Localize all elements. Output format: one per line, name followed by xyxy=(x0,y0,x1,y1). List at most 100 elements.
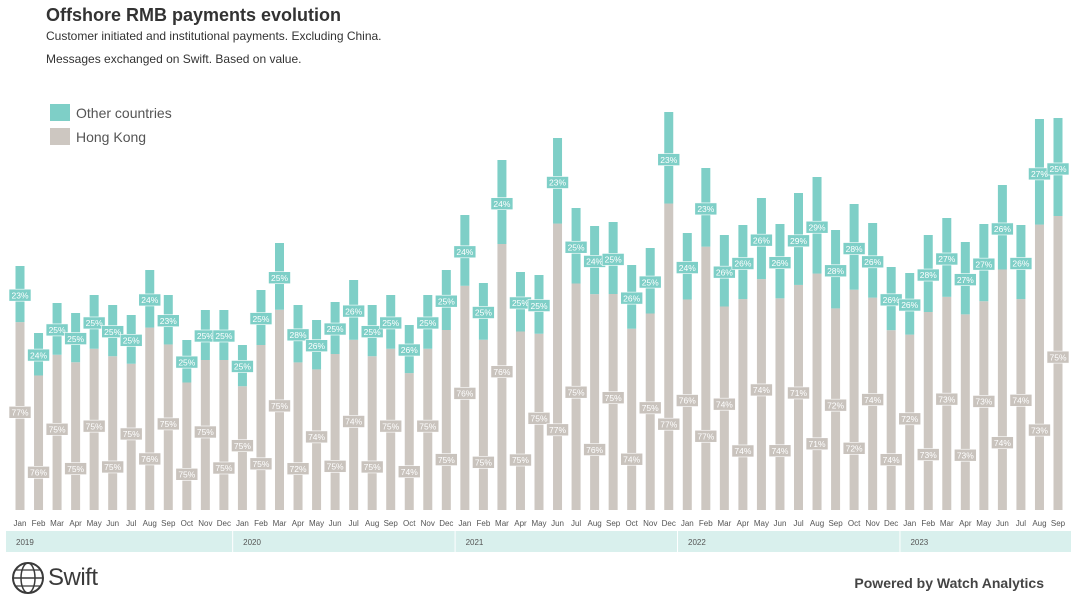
data-label-box-hk xyxy=(490,365,514,378)
data-label-hk: 75% xyxy=(512,455,529,465)
x-tick-label: Aug xyxy=(1032,519,1046,528)
data-label-other: 24% xyxy=(493,199,510,209)
data-label-box-hk xyxy=(305,430,328,444)
data-label-other: 28% xyxy=(920,270,937,280)
data-label-other: 23% xyxy=(697,204,714,214)
data-label-box-other xyxy=(527,299,551,312)
data-label-hk: 74% xyxy=(994,438,1011,448)
data-label-hk: 75% xyxy=(364,462,381,472)
data-label-box-hk xyxy=(323,460,347,473)
data-label-other: 29% xyxy=(790,236,807,246)
data-label-box-hk xyxy=(972,395,996,408)
data-label-box-other xyxy=(64,332,87,345)
data-label-other: 26% xyxy=(1012,259,1029,269)
data-label-other: 25% xyxy=(605,255,622,265)
data-label-hk: 72% xyxy=(827,400,844,410)
data-label-box-hk xyxy=(156,417,180,431)
data-label-other: 27% xyxy=(1031,169,1048,179)
data-label-hk: 74% xyxy=(401,467,418,477)
data-label-box-other xyxy=(379,316,403,330)
data-label-hk: 76% xyxy=(493,367,510,377)
x-tick-label: Apr xyxy=(959,519,972,528)
data-label-hk: 73% xyxy=(920,450,937,460)
data-label-other: 24% xyxy=(679,263,696,273)
bar-hong-kong xyxy=(478,339,488,510)
x-tick-label: Mar xyxy=(495,519,509,528)
data-label-box-hk xyxy=(82,419,106,433)
data-label-hk: 74% xyxy=(1012,396,1029,406)
data-label-box-hk xyxy=(509,453,532,467)
data-label-hk: 77% xyxy=(660,419,677,429)
data-label-hk: 75% xyxy=(252,459,269,469)
data-label-box-hk xyxy=(194,425,217,439)
data-label-box-other xyxy=(360,325,384,338)
x-tick-label: Apr xyxy=(292,519,305,528)
data-label-hk: 74% xyxy=(623,454,640,464)
powered-by: Powered by Watch Analytics xyxy=(854,575,1044,591)
data-label-other: 26% xyxy=(864,257,881,267)
data-label-other: 29% xyxy=(809,222,826,232)
data-label-hk: 73% xyxy=(957,450,974,460)
data-label-other: 26% xyxy=(716,267,733,277)
data-label-hk: 75% xyxy=(49,424,66,434)
data-label-box-hk xyxy=(1046,350,1070,364)
x-tick-label: Apr xyxy=(737,519,750,528)
data-label-box-other xyxy=(787,234,810,248)
bar-hong-kong xyxy=(775,298,785,510)
data-label-other: 25% xyxy=(642,277,659,287)
data-label-other: 25% xyxy=(49,325,66,335)
x-tick-label: May xyxy=(754,519,769,528)
data-label-box-hk xyxy=(416,419,440,433)
data-label-hk: 75% xyxy=(234,441,251,451)
year-label: 2020 xyxy=(243,538,261,547)
data-label-box-hk xyxy=(898,412,922,426)
x-tick-label: Aug xyxy=(810,519,824,528)
data-label-box-other xyxy=(750,233,773,247)
data-label-box-hk xyxy=(286,462,310,475)
x-tick-label: Jun xyxy=(774,519,787,528)
x-tick-label: Jan xyxy=(14,519,27,528)
x-tick-label: Jul xyxy=(1016,519,1026,528)
x-tick-label: Sep xyxy=(606,519,621,528)
x-tick-label: Feb xyxy=(476,519,490,528)
data-label-hk: 76% xyxy=(586,445,603,455)
data-label-hk: 74% xyxy=(883,455,900,465)
data-label-other: 28% xyxy=(290,330,307,340)
data-label-other: 23% xyxy=(160,316,177,326)
x-tick-label: Jul xyxy=(126,519,136,528)
x-tick-label: Jul xyxy=(571,519,581,528)
data-label-other: 26% xyxy=(883,295,900,305)
legend-label-other: Other countries xyxy=(76,104,172,121)
x-tick-label: Nov xyxy=(421,519,435,528)
data-label-hk: 71% xyxy=(790,388,807,398)
bar-hong-kong xyxy=(108,356,118,510)
data-label-box-hk xyxy=(750,383,773,397)
data-label-box-other xyxy=(972,257,996,271)
data-label-box-hk xyxy=(527,412,551,425)
data-label-box-hk xyxy=(564,385,588,399)
data-label-other: 25% xyxy=(475,308,492,318)
bar-hong-kong xyxy=(71,362,81,510)
data-label-box-hk xyxy=(546,423,569,437)
data-label-box-hk xyxy=(249,457,273,471)
x-tick-label: May xyxy=(309,519,324,528)
data-label-box-hk xyxy=(954,448,977,462)
bar-hong-kong xyxy=(293,362,303,510)
bar-hong-kong xyxy=(701,246,711,510)
data-label-other: 25% xyxy=(530,301,547,311)
data-label-box-other xyxy=(138,293,162,307)
bar-hong-kong xyxy=(664,203,674,511)
bar-hong-kong xyxy=(997,269,1007,510)
data-label-hk: 75% xyxy=(215,463,232,473)
x-tick-label: May xyxy=(531,519,546,528)
data-label-box-hk xyxy=(935,392,959,406)
x-tick-label: Mar xyxy=(273,519,287,528)
data-label-box-other xyxy=(472,306,495,319)
bar-hong-kong xyxy=(1034,224,1044,510)
data-label-box-hk xyxy=(397,465,421,478)
data-label-other: 26% xyxy=(345,306,362,316)
data-label-box-hk xyxy=(805,437,829,451)
data-label-box-hk xyxy=(879,453,903,466)
data-label-other: 25% xyxy=(382,318,399,328)
data-label-hk: 75% xyxy=(271,401,288,411)
